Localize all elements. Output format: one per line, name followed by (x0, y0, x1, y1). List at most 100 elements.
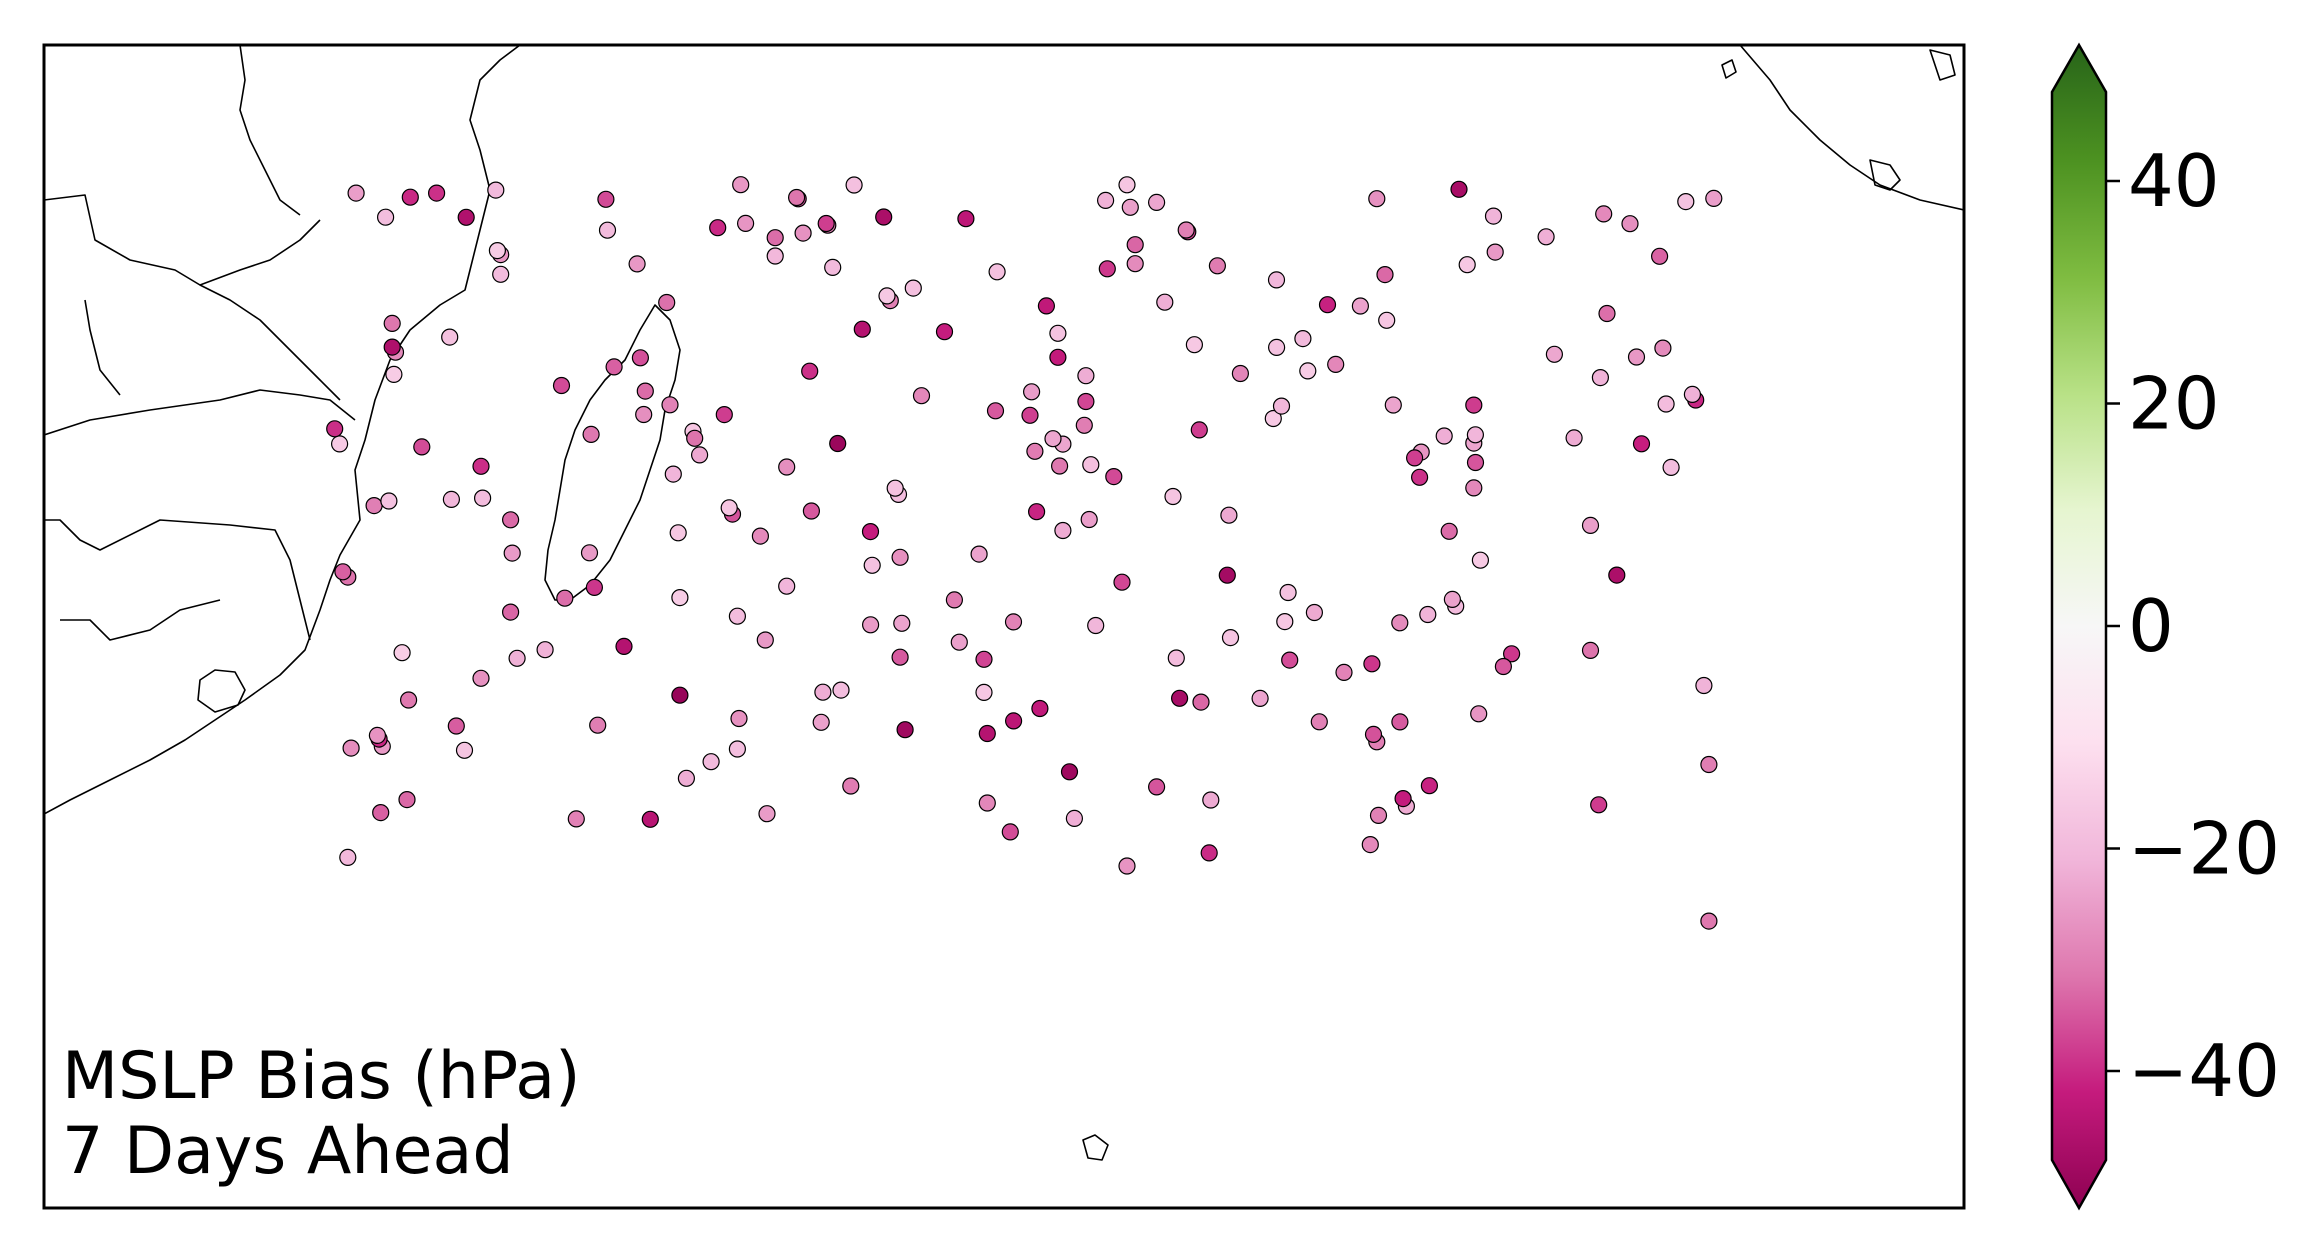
observation-point (1050, 457, 1069, 475)
observation-point (975, 683, 993, 702)
observation-point (474, 489, 492, 507)
observation-point (1595, 205, 1613, 223)
observation-point (1044, 430, 1062, 448)
observation-point (957, 210, 975, 228)
observation-point (400, 691, 418, 709)
observation-point (1200, 844, 1218, 862)
observation-point (891, 648, 909, 666)
observation-point (1705, 189, 1723, 207)
observation-point (1361, 835, 1379, 854)
observation-point (1126, 236, 1144, 254)
observation-point (1466, 426, 1485, 444)
observation-point (1627, 348, 1646, 366)
observation-point (778, 577, 796, 595)
observation-point (893, 614, 911, 632)
observation-point (1335, 663, 1353, 682)
observation-point (580, 544, 599, 562)
observation-point (635, 405, 653, 424)
border-4 (44, 519, 311, 641)
observation-point (1420, 777, 1439, 795)
observation-point (393, 644, 411, 662)
observation-point (1494, 657, 1513, 676)
observation-point (365, 497, 383, 515)
observation-point (413, 438, 431, 456)
observation-point (508, 649, 526, 667)
observation-point (812, 713, 830, 731)
observation-point (1156, 293, 1174, 311)
observation-point (1650, 247, 1669, 265)
observation-point (730, 709, 748, 728)
observation-point (385, 365, 403, 383)
observation-point (787, 188, 806, 207)
observation-point (1098, 260, 1116, 278)
observation-point (589, 716, 607, 734)
observation-point (447, 717, 465, 735)
observation-point (1147, 778, 1166, 796)
observation-point (442, 490, 460, 508)
observation-point (1272, 397, 1291, 415)
observation-point (853, 320, 871, 338)
observation-point (582, 425, 600, 443)
observation-point (1581, 641, 1600, 660)
observation-point (1440, 522, 1458, 540)
observation-point (801, 362, 819, 380)
colorbar: 40 20 0 −20 −40 (2050, 42, 2280, 1211)
observation-point (1022, 383, 1041, 401)
observation-point (1220, 506, 1238, 524)
colorbar-tick-label: 20 (2128, 362, 2220, 446)
observation-point (1077, 367, 1095, 385)
map-annotation: MSLP Bias (hPa) 7 Days Ahead (62, 1039, 580, 1189)
observation-point (1435, 427, 1453, 445)
observation-point (1096, 191, 1115, 209)
observation-point (728, 607, 747, 625)
observation-point (1537, 228, 1555, 246)
observation-point (1364, 725, 1383, 744)
observation-point (556, 589, 574, 607)
observation-point (686, 429, 704, 447)
observation-point (758, 805, 776, 823)
observation-point (1391, 614, 1409, 632)
observation-point (1470, 705, 1488, 723)
observation-point (1471, 551, 1490, 569)
observation-point (702, 753, 720, 771)
observation-point (736, 214, 755, 232)
annotation-line-2: 7 Days Ahead (62, 1114, 514, 1189)
observation-point (380, 492, 398, 510)
observation-point (751, 527, 770, 545)
observation-point (457, 208, 475, 226)
observation-point (1202, 791, 1220, 809)
observation-point (1021, 406, 1039, 424)
observation-point (1700, 755, 1718, 774)
africa-coastline-north (239, 45, 301, 216)
observation-point (715, 406, 733, 424)
colorbar-tick-label: −40 (2128, 1029, 2280, 1113)
observation-point (1351, 297, 1370, 315)
observation-point (766, 229, 784, 247)
observation-point (441, 328, 459, 346)
observation-point (1695, 676, 1713, 695)
observation-point (1037, 297, 1056, 315)
observation-point (661, 396, 679, 414)
kerguelen (1082, 1134, 1109, 1161)
observation-point (401, 188, 419, 206)
observation-point (935, 323, 954, 341)
observation-point (1001, 823, 1019, 841)
observation-point (1080, 510, 1098, 529)
observation-point (1221, 628, 1240, 647)
observation-point (690, 446, 709, 464)
observation-point (950, 633, 968, 651)
observation-point (1164, 487, 1182, 506)
coastlines (44, 45, 1964, 1161)
observation-point (1376, 266, 1394, 284)
observation-point (492, 265, 510, 283)
observation-point (1608, 566, 1626, 584)
observation-point (1700, 912, 1718, 930)
observation-point (1662, 458, 1680, 476)
observation-point (503, 544, 521, 562)
observation-point (1502, 645, 1521, 663)
observation-point (1299, 362, 1317, 380)
observation-point (552, 376, 571, 395)
observation-point (487, 181, 505, 199)
observation-point (1466, 453, 1485, 472)
observation-point (1410, 468, 1429, 486)
